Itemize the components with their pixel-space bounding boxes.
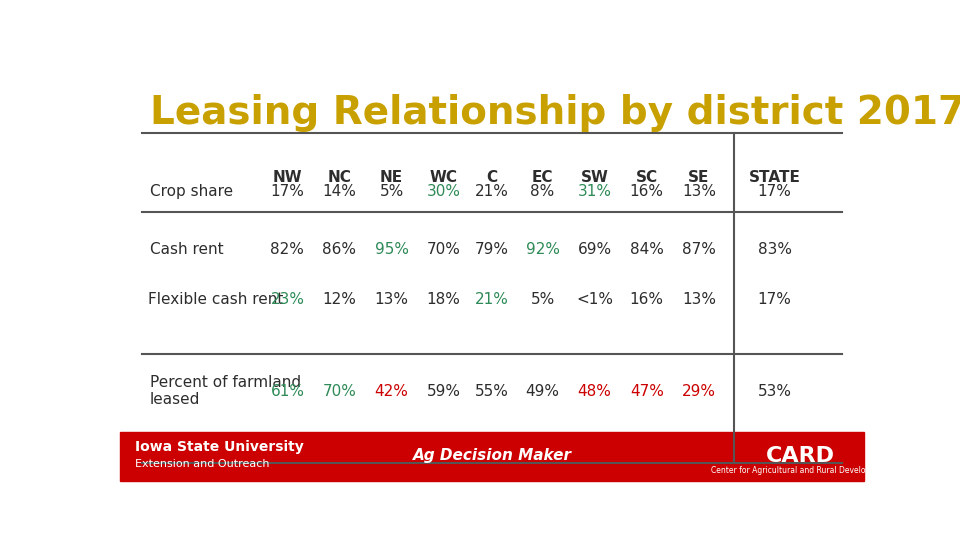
Text: NC: NC [327, 170, 351, 185]
Text: 21%: 21% [475, 292, 509, 307]
Text: 61%: 61% [271, 384, 304, 399]
Text: 17%: 17% [757, 184, 792, 199]
Text: 18%: 18% [426, 292, 461, 307]
Text: STATE: STATE [749, 170, 801, 185]
Text: NE: NE [380, 170, 403, 185]
Text: 53%: 53% [757, 384, 792, 399]
Text: NW: NW [273, 170, 302, 185]
Text: Cash rent: Cash rent [150, 242, 224, 258]
Text: Flexible cash rent: Flexible cash rent [148, 292, 284, 307]
Text: 5%: 5% [379, 184, 404, 199]
Text: 83%: 83% [757, 242, 792, 258]
Text: 17%: 17% [271, 184, 304, 199]
Text: 70%: 70% [323, 384, 356, 399]
Text: 8%: 8% [531, 184, 555, 199]
Text: 86%: 86% [323, 242, 356, 258]
Text: 29%: 29% [682, 384, 716, 399]
Text: 17%: 17% [757, 292, 792, 307]
Text: 92%: 92% [525, 242, 560, 258]
Text: 49%: 49% [525, 384, 560, 399]
Text: 95%: 95% [374, 242, 409, 258]
Text: 23%: 23% [271, 292, 304, 307]
Text: 16%: 16% [630, 292, 663, 307]
Text: C: C [487, 170, 497, 185]
Text: 70%: 70% [426, 242, 461, 258]
Text: Ag Decision Maker: Ag Decision Maker [413, 448, 571, 463]
Text: Leasing Relationship by district 2017: Leasing Relationship by district 2017 [150, 94, 960, 132]
Bar [120, 431, 864, 481]
Text: 59%: 59% [426, 384, 461, 399]
Text: 48%: 48% [578, 384, 612, 399]
Text: <1%: <1% [576, 292, 613, 307]
Text: 14%: 14% [323, 184, 356, 199]
Text: Iowa State University: Iowa State University [134, 440, 303, 454]
Text: 69%: 69% [578, 242, 612, 258]
Text: 79%: 79% [475, 242, 509, 258]
Text: 30%: 30% [426, 184, 461, 199]
Text: WC: WC [430, 170, 458, 185]
Text: 87%: 87% [682, 242, 716, 258]
Text: Crop share: Crop share [150, 184, 233, 199]
Text: CARD: CARD [766, 446, 835, 465]
Text: 12%: 12% [323, 292, 356, 307]
Text: SC: SC [636, 170, 658, 185]
Text: Extension and Outreach: Extension and Outreach [134, 459, 270, 469]
Text: 5%: 5% [531, 292, 555, 307]
Text: 13%: 13% [682, 292, 716, 307]
Text: Percent of farmland
leased: Percent of farmland leased [150, 375, 300, 407]
Text: 42%: 42% [374, 384, 409, 399]
Text: 13%: 13% [682, 184, 716, 199]
Text: 47%: 47% [630, 384, 663, 399]
Text: 16%: 16% [630, 184, 663, 199]
Text: EC: EC [532, 170, 553, 185]
Text: SW: SW [581, 170, 609, 185]
Text: SE: SE [688, 170, 709, 185]
Text: 13%: 13% [374, 292, 409, 307]
Text: 55%: 55% [475, 384, 509, 399]
Text: 21%: 21% [475, 184, 509, 199]
Text: 82%: 82% [271, 242, 304, 258]
Text: 84%: 84% [630, 242, 663, 258]
Text: 31%: 31% [578, 184, 612, 199]
Text: Center for Agricultural and Rural Development: Center for Agricultural and Rural Develo… [711, 465, 891, 475]
